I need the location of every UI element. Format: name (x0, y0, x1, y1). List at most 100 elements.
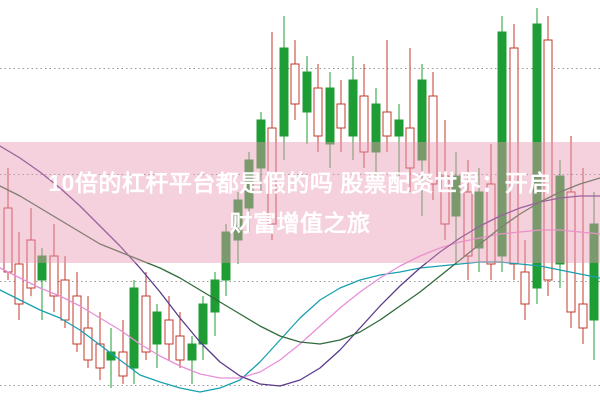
candlestick (325, 72, 335, 168)
candlestick (509, 24, 519, 280)
candlestick (532, 8, 542, 304)
candle-body (532, 23, 542, 289)
candle-body (210, 279, 220, 313)
candlestick (428, 72, 438, 200)
candle-body (152, 311, 162, 345)
candle-body (555, 175, 565, 265)
candle-body (497, 31, 507, 257)
candlestick (141, 272, 151, 360)
candle-body (141, 295, 151, 353)
candle-body (325, 87, 335, 145)
candlestick (37, 248, 47, 320)
candlestick (256, 112, 266, 192)
candle-body (463, 191, 473, 257)
candlestick (118, 320, 128, 384)
candle-body (95, 343, 105, 369)
candle-body (382, 111, 392, 137)
candle-body (164, 319, 174, 345)
candle-body (233, 199, 243, 241)
candle-body (279, 47, 289, 137)
candlestick (578, 168, 588, 344)
candlestick (520, 240, 530, 320)
candlestick (187, 336, 197, 384)
candle-body (440, 175, 450, 225)
candlestick (221, 224, 231, 296)
candle-body (417, 79, 427, 161)
candle-body (302, 71, 312, 113)
candle-body (244, 159, 254, 209)
candle-body (118, 351, 128, 377)
candlestick (233, 192, 243, 264)
candle-body (474, 191, 484, 249)
ma-line-ma60 (0, 177, 600, 345)
candle-body (3, 207, 13, 273)
candle-body (543, 39, 553, 281)
candlestick (83, 296, 93, 368)
candlestick (14, 232, 24, 320)
candlestick (474, 168, 484, 272)
ma-line-ma10 (0, 229, 600, 379)
candle-body (49, 255, 59, 297)
candle-body (451, 175, 461, 217)
candle-body (405, 127, 415, 169)
candlestick (555, 160, 565, 288)
candle-body (566, 191, 576, 313)
candle-body (336, 103, 346, 129)
candle-body (83, 327, 93, 361)
candlestick (348, 56, 358, 160)
moving-average-lines (0, 145, 600, 393)
candlestick (394, 104, 404, 176)
candlestick (566, 136, 576, 328)
candle-body (290, 63, 300, 105)
candle-body (313, 87, 323, 137)
candle-body (428, 95, 438, 185)
candlestick (405, 48, 415, 192)
candle-body (394, 119, 404, 137)
candle-body (256, 119, 266, 169)
candle-body (359, 95, 369, 153)
candlestick (302, 56, 312, 144)
candlestick (486, 144, 496, 280)
ma-line-ma5 (0, 261, 600, 393)
candlestick (152, 304, 162, 368)
candlestick (279, 16, 289, 160)
candlestick (290, 40, 300, 120)
candlestick (198, 296, 208, 360)
candlestick (95, 312, 105, 380)
candlestick (417, 64, 427, 216)
candlestick (164, 296, 174, 360)
candle-body (14, 263, 24, 305)
candlestick-series (3, 8, 599, 388)
candle-body (26, 239, 36, 289)
candlestick (463, 160, 473, 280)
candle-body (175, 335, 185, 361)
candle-body (187, 343, 197, 361)
candle-body (72, 295, 82, 345)
candlestick (244, 152, 254, 232)
candlestick (175, 312, 185, 368)
candlestick (382, 40, 392, 152)
candle-body (578, 303, 588, 329)
candle-body (371, 103, 381, 153)
candlestick (49, 224, 59, 312)
candle-body (221, 231, 231, 281)
candlestick (543, 16, 553, 296)
candle-body (129, 287, 139, 369)
candlestick (26, 208, 36, 296)
candle-body (509, 47, 519, 265)
candle-body (589, 223, 599, 321)
candlestick (313, 64, 323, 152)
ma-line-ma20 (0, 145, 600, 387)
candle-body (37, 255, 47, 281)
candlestick (589, 192, 599, 360)
candlestick (359, 64, 369, 168)
candle-body (198, 303, 208, 345)
candle-body (486, 183, 496, 265)
candlestick (451, 152, 461, 264)
candle-body (520, 271, 530, 305)
candle-body (267, 127, 277, 225)
candlestick (371, 88, 381, 176)
candlestick (440, 120, 450, 240)
